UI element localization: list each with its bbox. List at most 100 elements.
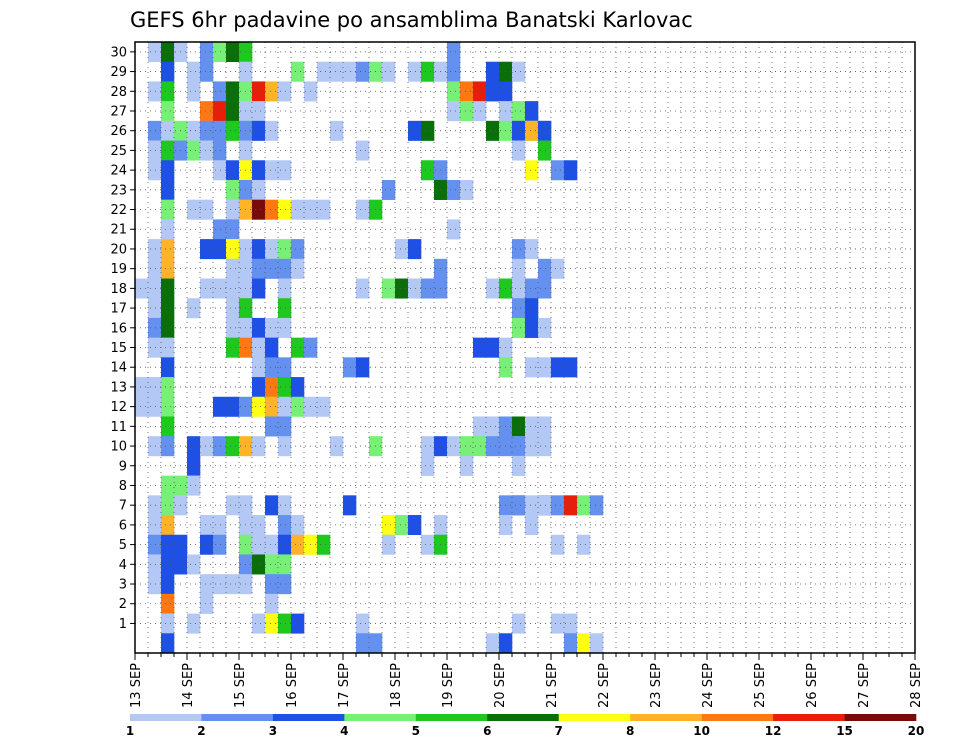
precip-cell — [577, 633, 591, 654]
y-tick-label: 13 — [110, 380, 127, 395]
precip-cell — [265, 258, 279, 279]
precip-cell — [278, 515, 292, 536]
precip-cell — [213, 101, 227, 122]
precip-cell — [161, 416, 175, 437]
precip-cell — [161, 633, 175, 654]
precip-cell — [187, 613, 201, 634]
precip-cell — [291, 515, 305, 536]
colorbar-swatch — [201, 714, 274, 721]
precip-cell — [317, 534, 331, 555]
precip-cell — [252, 436, 266, 457]
precip-cell — [421, 120, 435, 141]
precip-cell — [447, 81, 461, 102]
precip-cell — [213, 219, 227, 240]
precip-cell — [226, 436, 240, 457]
precip-cell — [187, 436, 201, 457]
precip-cell — [187, 298, 201, 319]
precip-cell — [317, 199, 331, 220]
colorbar-swatch — [272, 714, 345, 721]
precip-cell — [486, 81, 500, 102]
precip-cell — [161, 436, 175, 457]
precip-cell — [252, 258, 266, 279]
precip-cell — [226, 278, 240, 299]
precip-cell — [252, 317, 266, 338]
colorbar-label: 7 — [555, 724, 563, 738]
precip-cell — [291, 337, 305, 358]
y-tick-label: 7 — [119, 499, 127, 514]
colorbar-label: 1 — [126, 724, 134, 738]
y-tick-label: 29 — [110, 65, 127, 80]
precip-cell — [252, 554, 266, 575]
precip-cell — [161, 396, 175, 417]
colorbar-label: 2 — [197, 724, 205, 738]
precip-cell — [551, 534, 565, 555]
precip-cell — [200, 61, 214, 82]
precip-cell — [512, 455, 526, 476]
precip-cell — [590, 495, 604, 516]
precip-cell — [265, 593, 279, 614]
y-tick-label: 24 — [110, 164, 127, 179]
precip-cell — [148, 534, 162, 555]
precip-cell — [161, 101, 175, 122]
precip-cell — [278, 298, 292, 319]
precip-cell — [512, 239, 526, 260]
precip-cell — [382, 515, 396, 536]
precip-cell — [265, 357, 279, 378]
precip-cell — [486, 61, 500, 82]
precip-cell — [551, 495, 565, 516]
colorbar-label: 8 — [626, 724, 634, 738]
y-tick-label: 25 — [110, 144, 127, 159]
precip-cell — [148, 258, 162, 279]
precip-cell — [317, 396, 331, 417]
precip-cell — [343, 357, 357, 378]
precip-cell — [538, 357, 552, 378]
precip-cell — [226, 574, 240, 595]
precip-cell — [291, 239, 305, 260]
x-tick-label: 15 SEP — [233, 663, 248, 708]
precip-cell — [447, 101, 461, 122]
precip-cell — [538, 140, 552, 161]
precip-cell — [551, 160, 565, 181]
precip-cell — [343, 495, 357, 516]
precip-cell — [278, 554, 292, 575]
precip-cell — [577, 534, 591, 555]
precip-cell — [356, 278, 370, 299]
precip-cell — [161, 554, 175, 575]
precip-cell — [161, 475, 175, 496]
colorbar-label: 3 — [269, 724, 277, 738]
precip-cell — [525, 416, 539, 437]
precip-cell — [252, 377, 266, 398]
precip-cell — [447, 436, 461, 457]
chart-title: GEFS 6hr padavine po ansamblima Banatski… — [130, 8, 693, 32]
y-tick-label: 26 — [110, 124, 127, 139]
precip-cell — [486, 120, 500, 141]
precip-cell — [200, 101, 214, 122]
precip-cell — [252, 81, 266, 102]
colorbar: 1 2 3 4 5 6 7 8 10 12 15 20 — [126, 714, 924, 738]
y-tick-label: 3 — [119, 578, 127, 593]
precip-cell — [551, 258, 565, 279]
precip-cell — [278, 495, 292, 516]
precip-cell — [265, 495, 279, 516]
precip-cell — [161, 278, 175, 299]
precip-cell — [525, 120, 539, 141]
x-tick-label: 27 SEP — [857, 663, 872, 708]
precip-cell — [161, 140, 175, 161]
y-tick-label: 4 — [119, 558, 127, 573]
precip-cell — [382, 278, 396, 299]
precip-cell — [265, 239, 279, 260]
precip-cell — [512, 101, 526, 122]
x-tick-label: 17 SEP — [337, 663, 352, 708]
grid-lines — [135, 42, 915, 653]
precip-cell — [187, 475, 201, 496]
x-tick-label: 26 SEP — [805, 663, 820, 708]
precip-cell — [148, 160, 162, 181]
precip-cell — [564, 633, 578, 654]
precip-cell — [161, 574, 175, 595]
precip-cell — [148, 396, 162, 417]
precip-cell — [252, 613, 266, 634]
precip-cell — [161, 160, 175, 181]
precip-cell — [486, 337, 500, 358]
precip-cell — [252, 337, 266, 358]
precip-cell — [382, 534, 396, 555]
